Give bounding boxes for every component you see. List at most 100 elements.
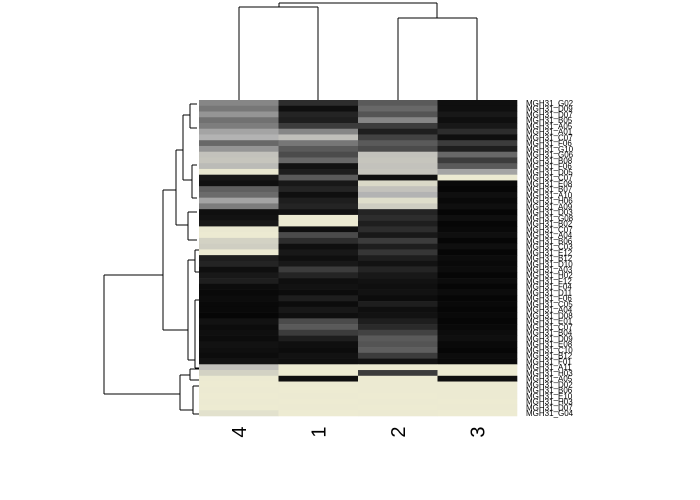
heatmap-cell <box>199 105 279 112</box>
heatmap-cell <box>278 243 359 250</box>
heatmap-cell <box>358 295 438 302</box>
row-label: MGH31_H06 <box>526 197 573 206</box>
heatmap-cell <box>199 151 279 158</box>
heatmap-cell <box>278 289 359 296</box>
heatmap-cell <box>358 163 438 170</box>
row-label: MGH31_G02 <box>526 99 574 108</box>
heatmap-cell <box>437 117 518 124</box>
row-label: MGH31_D07 <box>526 110 573 119</box>
heatmap-cell <box>437 306 518 313</box>
row-label: MGH31_C05 <box>526 300 573 309</box>
heatmap-cell <box>358 128 438 135</box>
heatmap-cell <box>278 410 359 417</box>
heatmap-cell <box>278 226 359 233</box>
heatmap-cell <box>199 341 279 348</box>
heatmap-cell <box>199 128 279 135</box>
heatmap-cell <box>358 186 438 193</box>
row-label: MGH31_C07 <box>526 174 573 183</box>
heatmap-cell <box>437 122 518 130</box>
heatmap-cell <box>437 174 518 181</box>
heatmap-cell <box>278 255 359 262</box>
row-label: MGH31_B02 <box>526 220 573 229</box>
row-label: MGH31_G06 <box>526 151 574 160</box>
heatmap-cell <box>199 289 279 296</box>
heatmap-cell <box>278 203 359 210</box>
heatmap-cell <box>278 249 359 256</box>
heatmap-cell <box>358 243 438 250</box>
heatmap-cell <box>278 381 359 388</box>
heatmap-cell <box>199 347 279 354</box>
heatmap-cell <box>278 260 359 267</box>
row-label: MGH31_D09 <box>526 334 573 343</box>
heatmap-cell <box>199 140 279 147</box>
heatmap-cell <box>437 375 518 382</box>
heatmap-cell <box>278 329 359 336</box>
heatmap-cell <box>199 111 279 118</box>
heatmap-cell <box>437 370 518 377</box>
heatmap-cell <box>437 364 518 371</box>
column-label: 1 <box>308 426 330 437</box>
row-label: MGH31_D11 <box>526 288 573 297</box>
row-label: MGH31_C07 <box>526 323 573 332</box>
heatmap-cell <box>358 214 438 221</box>
row-label: MGH31_D09 <box>526 105 573 114</box>
heatmap-cell <box>278 375 359 382</box>
heatmap-cell <box>278 157 359 164</box>
heatmap-cell <box>199 410 279 417</box>
heatmap-cell <box>199 134 279 141</box>
heatmap-cell <box>278 209 359 216</box>
heatmap-cell <box>437 295 518 302</box>
heatmap-cell <box>278 105 359 112</box>
heatmap-cell <box>358 312 438 319</box>
heatmap-cell <box>437 128 518 135</box>
heatmap-cell <box>199 283 279 290</box>
heatmap-cell <box>437 214 518 221</box>
heatmap-cell <box>199 232 279 239</box>
heatmap-cell <box>437 329 518 336</box>
heatmap-cell <box>199 352 279 359</box>
heatmap-cell <box>278 174 359 181</box>
heatmap-cell <box>278 122 359 130</box>
heatmap-cell <box>358 134 438 141</box>
row-label: MGH31_A04 <box>526 231 573 240</box>
heatmap-cell <box>278 140 359 147</box>
row-label: MGH31_H03 <box>526 398 573 407</box>
heatmap-cell <box>358 100 438 107</box>
row-label: MGH31_D08 <box>526 311 573 320</box>
heatmap-cell <box>437 393 518 400</box>
heatmap-cell <box>358 370 438 377</box>
heatmap-cell <box>199 335 279 342</box>
heatmap-cell <box>199 404 279 411</box>
heatmap-cell <box>199 220 279 227</box>
heatmap-cell <box>199 237 279 244</box>
heatmap-cell <box>437 111 518 118</box>
row-label: MGH31_H03 <box>526 369 573 378</box>
heatmap-cell <box>358 151 438 158</box>
row-label: MGH31_A05 <box>526 122 573 131</box>
heatmap-cell <box>358 410 438 417</box>
heatmap-cell <box>278 220 359 227</box>
heatmap-cell <box>199 249 279 256</box>
column-label: 2 <box>388 426 410 437</box>
heatmap-cell <box>199 272 279 279</box>
heatmap-cell <box>437 145 518 153</box>
heatmap-cell <box>437 283 518 290</box>
row-label: MGH31_B06 <box>526 237 573 246</box>
heatmap-cell <box>199 266 279 273</box>
heatmap-cell <box>278 370 359 377</box>
row-label: MGH31_A10 <box>526 191 573 200</box>
heatmap-cell <box>278 180 359 187</box>
heatmap-cell <box>437 255 518 262</box>
heatmap-cell <box>278 301 359 308</box>
heatmap-cell <box>358 157 438 164</box>
heatmap-cell <box>358 117 438 124</box>
heatmap-cell <box>437 289 518 296</box>
heatmap-cell <box>358 272 438 279</box>
heatmap-cell <box>199 186 279 193</box>
row-label: MGH31_A05 <box>526 375 573 384</box>
heatmap-cell <box>278 237 359 244</box>
heatmap-cell <box>437 398 518 405</box>
heatmap-cell <box>358 341 438 348</box>
heatmap-cell <box>199 329 279 336</box>
